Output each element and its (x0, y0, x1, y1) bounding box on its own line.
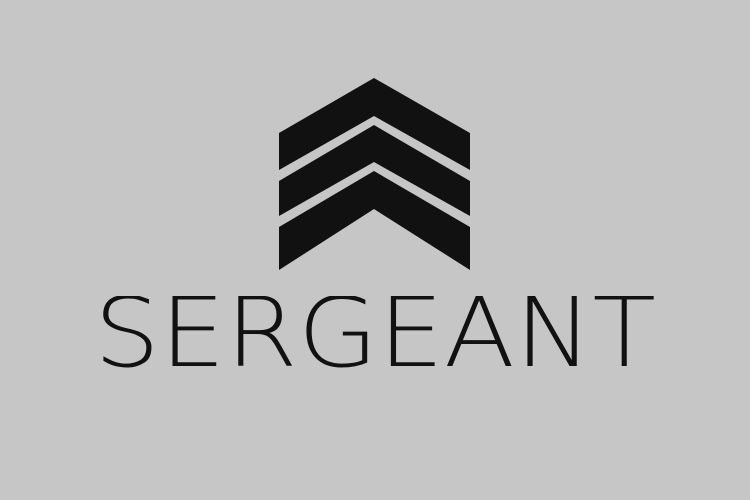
brand-wordmark: SERGEANT (94, 296, 656, 372)
brand-name: SERGEANT (94, 296, 656, 372)
chevron-stripes-icon (279, 78, 470, 270)
